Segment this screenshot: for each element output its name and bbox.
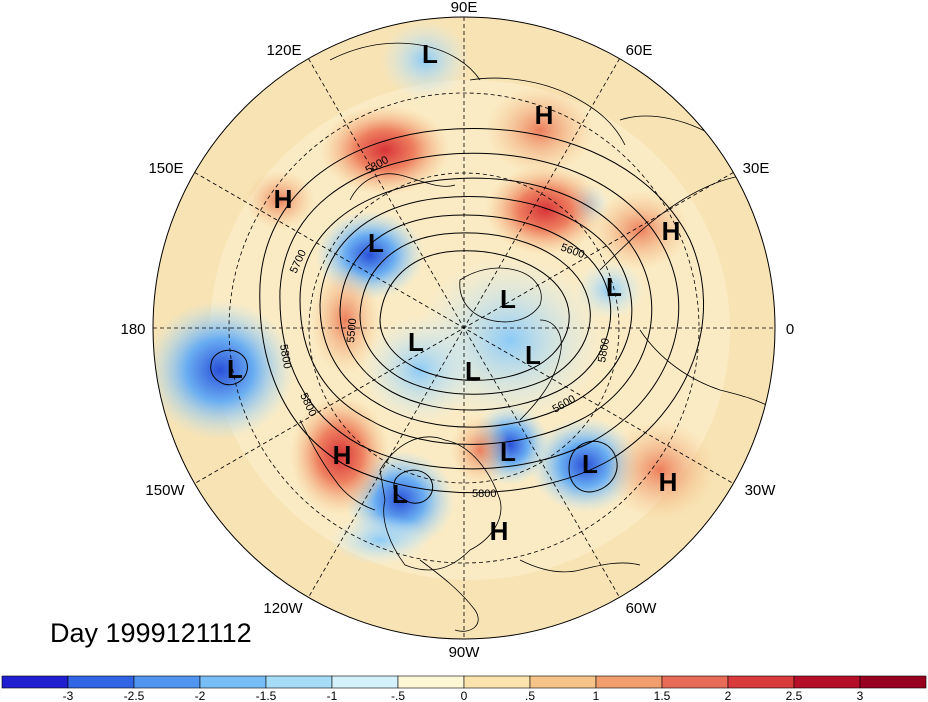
colorbar-swatch bbox=[265, 675, 333, 689]
colorbar: -3 -2.5 -2 -1.5 -1 -.5 0 .5 1 1.5 2 2.5 3 bbox=[1, 675, 927, 702]
colorbar-swatch bbox=[727, 675, 795, 689]
colorbar-swatch bbox=[595, 675, 663, 689]
high-center-label: H bbox=[659, 467, 678, 497]
lon-label-90e: 90E bbox=[451, 0, 478, 16]
pressure-centers: L H H L H L L L L L H L H L H L L bbox=[227, 39, 680, 546]
low-center-label: L bbox=[500, 437, 516, 467]
lon-label-120e: 120E bbox=[266, 42, 301, 59]
colorbar-tick-label: 2 bbox=[725, 689, 732, 702]
colorbar-tick-label: -3 bbox=[63, 689, 74, 702]
colorbar-swatch bbox=[133, 675, 201, 689]
colorbar-swatch bbox=[793, 675, 861, 689]
lon-label-120w: 120W bbox=[263, 600, 303, 617]
map-boundary bbox=[152, 16, 776, 640]
colorbar-tick-label: -2 bbox=[195, 689, 206, 702]
high-center-label: H bbox=[535, 100, 554, 130]
graticule bbox=[153, 17, 775, 639]
low-center-label: L bbox=[500, 284, 516, 314]
colorbar-tick-label: .5 bbox=[525, 689, 535, 702]
colorbar-tick-label: 1.5 bbox=[654, 689, 671, 702]
lon-label-60w: 60W bbox=[626, 600, 658, 617]
high-center-label: H bbox=[274, 184, 293, 214]
colorbar-tick-label: 1 bbox=[593, 689, 600, 702]
lon-label-90w: 90W bbox=[449, 644, 481, 661]
longitude-labels: 90E 60E 30E 0 30W 60W 90W 120W 150W 180 … bbox=[120, 0, 794, 661]
height-contours bbox=[210, 128, 704, 504]
colorbar-swatch bbox=[529, 675, 597, 689]
low-center-label: L bbox=[465, 356, 481, 386]
lon-label-150w: 150W bbox=[145, 482, 185, 499]
high-center-label: H bbox=[490, 516, 509, 546]
low-center-label: L bbox=[227, 354, 243, 384]
contour-label: 5800 bbox=[277, 343, 293, 369]
colorbar-tick-label: 0 bbox=[461, 689, 468, 702]
contour-label: 5800 bbox=[596, 337, 612, 363]
colorbar-tick-label: -1 bbox=[327, 689, 338, 702]
colorbar-tick-label: -.5 bbox=[391, 689, 405, 702]
lon-label-0: 0 bbox=[786, 321, 794, 338]
colorbar-swatch bbox=[331, 675, 399, 689]
colorbar-swatch bbox=[661, 675, 729, 689]
low-center-label: L bbox=[408, 327, 424, 357]
lon-label-60e: 60E bbox=[626, 42, 653, 59]
date-title: Day 1999121112 bbox=[50, 618, 252, 648]
colorbar-swatch bbox=[463, 675, 531, 689]
low-center-label: L bbox=[606, 272, 622, 302]
lon-label-180: 180 bbox=[120, 321, 145, 338]
coastlines bbox=[299, 42, 775, 632]
colorbar-tick-label: -1.5 bbox=[256, 689, 277, 702]
lon-label-150e: 150E bbox=[148, 160, 183, 177]
colorbar-swatch bbox=[1, 675, 69, 689]
high-center-label: H bbox=[333, 440, 352, 470]
low-center-label: L bbox=[582, 449, 598, 479]
colorbar-swatch bbox=[199, 675, 267, 689]
anomaly-field bbox=[153, 17, 775, 639]
low-center-label: L bbox=[422, 39, 438, 69]
low-center-label: L bbox=[525, 340, 541, 370]
high-center-label: H bbox=[662, 216, 681, 246]
colorbar-tick-label: -2.5 bbox=[124, 689, 145, 702]
lon-label-30w: 30W bbox=[745, 482, 777, 499]
low-center-label: L bbox=[392, 479, 408, 509]
colorbar-tick-label: 2.5 bbox=[786, 689, 803, 702]
colorbar-swatch bbox=[397, 675, 465, 689]
lon-label-30e: 30E bbox=[743, 160, 770, 177]
colorbar-tick-label: 3 bbox=[857, 689, 864, 702]
low-center-label: L bbox=[368, 228, 384, 258]
colorbar-swatch bbox=[859, 675, 927, 689]
contour-label: 5800 bbox=[472, 488, 496, 500]
contour-label: 5500 bbox=[345, 318, 359, 343]
colorbar-swatch bbox=[67, 675, 135, 689]
